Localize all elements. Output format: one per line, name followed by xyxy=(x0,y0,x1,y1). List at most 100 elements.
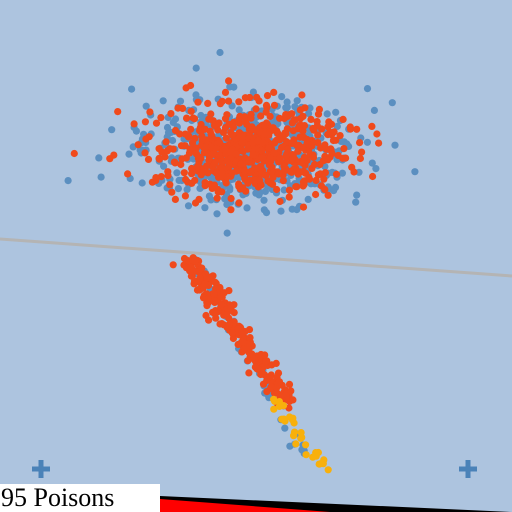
data-point xyxy=(262,357,270,365)
data-point xyxy=(201,204,209,212)
data-point xyxy=(177,142,186,150)
data-point xyxy=(190,115,199,123)
data-point xyxy=(168,188,176,196)
data-point xyxy=(164,172,172,180)
data-point xyxy=(152,119,161,127)
data-point xyxy=(321,141,329,149)
data-point xyxy=(291,103,299,111)
data-point xyxy=(209,150,217,158)
data-point xyxy=(324,123,332,131)
data-point xyxy=(260,130,268,138)
data-point xyxy=(287,387,295,395)
data-point xyxy=(260,196,268,204)
data-point xyxy=(155,155,163,163)
data-point xyxy=(339,115,347,123)
data-point xyxy=(363,138,371,146)
data-point xyxy=(228,131,236,139)
data-point xyxy=(353,125,361,133)
data-point xyxy=(239,338,247,346)
data-point xyxy=(280,186,288,194)
data-point xyxy=(346,123,354,131)
data-point xyxy=(273,127,281,135)
data-point xyxy=(196,274,204,282)
data-point xyxy=(249,139,257,147)
plus-marker-icon xyxy=(459,460,477,478)
data-point xyxy=(232,150,240,158)
data-point xyxy=(191,199,200,207)
data-point xyxy=(221,195,229,203)
data-point xyxy=(235,98,243,106)
data-point xyxy=(201,125,209,133)
data-point xyxy=(302,441,310,449)
data-point xyxy=(160,162,168,170)
data-point xyxy=(358,148,366,156)
data-point xyxy=(310,126,318,134)
data-point xyxy=(270,101,279,109)
data-point xyxy=(274,369,283,377)
data-point xyxy=(134,141,142,149)
data-point xyxy=(189,268,197,276)
data-point xyxy=(217,301,225,309)
data-point xyxy=(391,141,399,149)
data-point xyxy=(237,160,245,168)
data-point xyxy=(266,154,274,162)
data-point xyxy=(141,118,149,126)
data-point xyxy=(169,145,177,153)
data-point xyxy=(221,88,230,96)
data-point xyxy=(130,120,138,128)
data-point xyxy=(171,195,179,203)
data-point xyxy=(303,139,311,148)
data-point xyxy=(210,290,218,298)
data-point xyxy=(275,378,283,386)
data-point xyxy=(249,88,257,96)
data-point xyxy=(235,180,243,188)
data-point xyxy=(314,110,323,118)
data-point xyxy=(282,130,290,138)
data-point xyxy=(243,120,251,128)
data-point xyxy=(370,106,378,114)
data-point xyxy=(286,442,294,450)
data-point xyxy=(159,97,167,105)
data-point xyxy=(340,145,348,153)
data-point xyxy=(256,176,264,184)
data-point xyxy=(223,229,231,237)
data-point xyxy=(283,98,291,106)
data-point xyxy=(320,175,328,183)
data-point xyxy=(256,162,264,170)
data-point xyxy=(324,466,332,474)
data-point xyxy=(260,121,269,129)
data-point xyxy=(285,404,293,412)
data-point xyxy=(229,123,237,131)
data-point xyxy=(332,170,341,178)
data-point xyxy=(245,157,253,165)
poison-bar-red xyxy=(160,499,330,512)
data-point xyxy=(324,156,332,164)
data-point xyxy=(157,173,165,181)
data-point xyxy=(296,133,304,141)
data-point xyxy=(333,122,341,130)
data-point xyxy=(307,115,315,123)
data-point xyxy=(276,136,284,144)
data-point xyxy=(285,193,293,201)
data-point xyxy=(283,138,291,146)
data-point xyxy=(266,112,274,120)
data-point xyxy=(201,179,209,187)
data-point xyxy=(283,103,291,111)
data-point xyxy=(329,136,337,145)
data-point xyxy=(262,209,271,217)
data-point xyxy=(194,98,202,106)
data-point xyxy=(171,115,180,123)
data-point xyxy=(388,99,396,107)
data-point xyxy=(292,440,300,448)
data-point xyxy=(280,167,288,175)
data-point xyxy=(207,110,215,118)
data-point xyxy=(204,273,212,281)
data-point xyxy=(125,150,133,158)
data-point xyxy=(243,204,251,212)
data-point xyxy=(332,108,340,116)
data-point xyxy=(244,357,252,365)
data-point xyxy=(177,160,185,169)
data-point xyxy=(213,194,221,202)
data-point xyxy=(174,104,182,112)
data-point xyxy=(293,183,301,191)
